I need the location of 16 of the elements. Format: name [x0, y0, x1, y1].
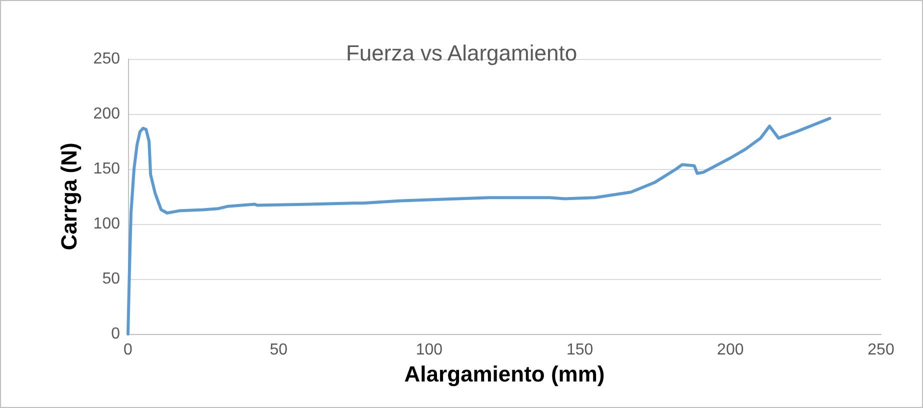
y-tick-label: 200 [93, 106, 120, 122]
x-tick-label: 200 [717, 342, 744, 358]
y-tick-label: 250 [93, 50, 120, 68]
y-tick-label: 150 [93, 160, 120, 178]
x-tick-label: 50 [270, 342, 288, 358]
y-tick-label: 50 [102, 270, 120, 288]
x-tick-label: 0 [124, 342, 133, 358]
y-axis-title: Carrga (N) [56, 142, 82, 250]
x-tick-label: 100 [416, 342, 443, 358]
chart-title: Fuerza vs Alargamiento [346, 40, 578, 66]
y-tick-label: 0 [111, 326, 120, 342]
y-tick-label: 100 [93, 216, 120, 232]
line-series [126, 116, 832, 336]
x-tick-label: 150 [566, 342, 594, 358]
x-axis-title: Alargamiento (mm) [404, 361, 605, 386]
x-tick-label: 250 [868, 342, 894, 358]
